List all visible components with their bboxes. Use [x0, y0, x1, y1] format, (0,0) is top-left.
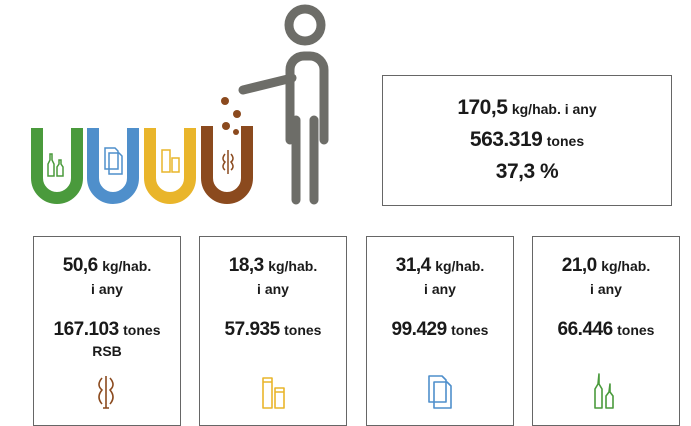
person	[243, 9, 324, 200]
rate-unit: kg/hab.	[102, 258, 151, 274]
rate-line: 50,6 kg/hab.	[34, 255, 180, 277]
rate-unit: kg/hab.	[601, 258, 650, 274]
tonnage-unit: tones	[451, 322, 488, 338]
waste-icon	[93, 372, 121, 412]
summary-box: 170,5 kg/hab. i any 563.319 tones 37,3 %	[382, 75, 672, 206]
rate-unit: kg/hab.	[435, 258, 484, 274]
brown-bin	[207, 126, 247, 198]
rate-period: i any	[200, 281, 346, 297]
tonnage-line: 167.103 tones	[34, 319, 180, 341]
card: 18,3 kg/hab. i any 57.935 tones	[199, 236, 347, 426]
waste-icon	[259, 372, 287, 412]
infographic: 170,5 kg/hab. i any 563.319 tones 37,3 %…	[0, 0, 691, 426]
rate-line: 31,4 kg/hab.	[367, 255, 513, 277]
green-bin	[37, 128, 77, 198]
tonnage: 99.429	[392, 319, 447, 340]
waste-icon	[426, 372, 454, 412]
summary-rate: 170,5	[457, 96, 507, 119]
rate-unit: kg/hab.	[268, 258, 317, 274]
blue-bin	[93, 128, 133, 198]
rate: 21,0	[562, 255, 597, 276]
tonnage-line: 99.429 tones	[367, 319, 513, 341]
summary-rate-unit: kg/hab. i any	[512, 101, 597, 117]
note: RSB	[34, 343, 180, 359]
tonnage: 167.103	[54, 319, 119, 340]
summary-tonnage: 563.319	[470, 128, 542, 151]
tonnage: 57.935	[225, 319, 280, 340]
summary-tonnage-unit: tones	[547, 133, 584, 149]
illustration	[0, 0, 380, 230]
tonnage-line: 57.935 tones	[200, 319, 346, 341]
summary-share: 37,3 %	[496, 160, 558, 183]
rate-line: 21,0 kg/hab.	[533, 255, 679, 277]
rate-line: 18,3 kg/hab.	[200, 255, 346, 277]
tonnage-unit: tones	[284, 322, 321, 338]
card: 50,6 kg/hab. i any 167.103 tones RSB	[33, 236, 181, 426]
tonnage-unit: tones	[617, 322, 654, 338]
card: 21,0 kg/hab. i any 66.446 tones	[532, 236, 680, 426]
rate-period: i any	[34, 281, 180, 297]
rate-period: i any	[533, 281, 679, 297]
tonnage: 66.446	[558, 319, 613, 340]
waste-icon	[592, 372, 620, 412]
tonnage-line: 66.446 tones	[533, 319, 679, 341]
tonnage-unit: tones	[123, 322, 160, 338]
rate: 18,3	[229, 255, 264, 276]
rate-period: i any	[367, 281, 513, 297]
rate: 50,6	[63, 255, 98, 276]
rate: 31,4	[396, 255, 431, 276]
card: 31,4 kg/hab. i any 99.429 tones	[366, 236, 514, 426]
